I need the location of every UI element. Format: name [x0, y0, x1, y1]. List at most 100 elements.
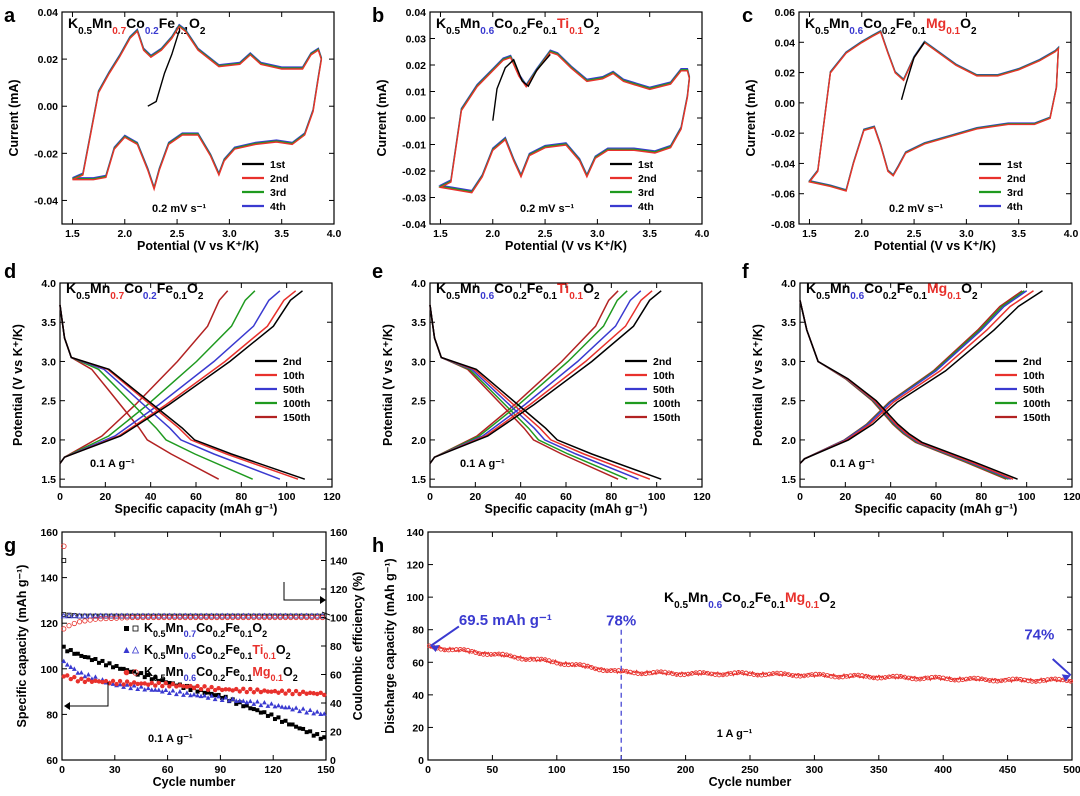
arrow-head [1061, 674, 1071, 682]
capacity-point [311, 691, 316, 696]
capacity-point [251, 707, 256, 712]
capacity-point [89, 658, 94, 663]
capacity-point [78, 670, 84, 675]
x-tick-label: 4.0 [1064, 228, 1079, 240]
x-tick-label: 60 [560, 491, 572, 503]
capacity-point [300, 689, 306, 695]
formula-part: 0.5 [76, 291, 90, 302]
x-tick-label: 3.5 [642, 228, 657, 240]
formula-part: Co [126, 15, 145, 31]
formula-part: 2 [972, 291, 978, 302]
capacity-point [265, 689, 271, 694]
y-tick-label: 0.02 [38, 54, 59, 66]
y-tick-label: 0.01 [406, 87, 427, 99]
y2-tick-label: 20 [330, 727, 342, 739]
y-tick-label: 2.0 [411, 435, 426, 447]
plot-frame [798, 11, 1072, 225]
ce-point [224, 614, 231, 621]
y-axis-label: Potential (V vs K⁺/K) [381, 324, 395, 446]
chart-panel-a: 1.5 2.0 2.5 3.0 3.5 4.0 -0.04 -0.02 0.00 0.02 0.04… [4, 5, 341, 253]
formula-part: 0.2 [143, 291, 157, 302]
formula-part: O [583, 15, 594, 31]
legend-label: 2nd [653, 356, 672, 368]
arrow-head [320, 596, 326, 604]
formula-part: 0.7 [112, 26, 126, 37]
discharge-curve [59, 304, 220, 480]
capacity-point [117, 682, 123, 687]
y-tick-label: 60 [412, 657, 424, 669]
capacity-point [142, 687, 148, 692]
x-tick-label: 40 [145, 491, 157, 503]
ce-point [98, 616, 104, 622]
capacity-point [71, 666, 77, 671]
formula-part: O [961, 280, 972, 296]
ce-point [77, 619, 83, 625]
formula-part: 0.1 [240, 651, 253, 661]
capacity-point [219, 687, 225, 693]
formula-part: Fe [527, 15, 544, 31]
x-tick-label: 100 [648, 491, 666, 503]
capacity-point [585, 663, 591, 669]
x-tick-label: 2.5 [170, 228, 185, 240]
ce-point [193, 614, 199, 621]
panel-letter: c [742, 5, 753, 27]
capacity-point [223, 695, 229, 700]
formula-part: K [806, 280, 816, 296]
formula-part: Mg [252, 665, 270, 679]
ce-point [129, 614, 135, 621]
capacity-point [212, 696, 218, 702]
rate-annotation: 0.2 mV s⁻¹ [152, 203, 206, 215]
chart-panel-h: 0 50 100 150 200 250 300 350 400 450 500 0 20 40 60 80 1… [372, 527, 1080, 789]
formula-part: Mn [688, 589, 708, 605]
capacity-point [181, 692, 186, 697]
y-tick-label: 2.5 [411, 396, 426, 408]
capacity-point [132, 669, 137, 674]
legend-label: 1st [1007, 159, 1023, 171]
ce-point [309, 614, 315, 621]
x-tick-label: 80 [975, 491, 987, 503]
capacity-point [216, 686, 221, 691]
formula-part: 0.2 [513, 26, 527, 37]
x-tick-label: 450 [999, 764, 1017, 776]
capacity-point [75, 651, 80, 656]
y-tick-label: -0.02 [402, 166, 426, 178]
capacity-point [146, 673, 151, 678]
panel-letter: e [372, 261, 383, 283]
capacity-point [241, 686, 246, 692]
capacity-point [279, 704, 285, 709]
legend-marker [123, 647, 130, 653]
y-tick-label: -0.02 [771, 128, 795, 140]
capacity-point [153, 675, 158, 680]
formula-part: Fe [225, 643, 240, 657]
ce-point [76, 612, 83, 619]
capacity-point [100, 658, 105, 663]
x-tick-label: 3.0 [222, 228, 237, 240]
formula-part: 2 [830, 600, 836, 611]
capacity-point [96, 660, 101, 665]
chart-panel-c: 1.5 2.0 2.5 3.0 3.5 4.0 -0.08 -0.06 -0.04 -0.02 0.… [742, 5, 1078, 253]
y-tick-label: 140 [406, 527, 424, 539]
formula-part: O [583, 280, 594, 296]
y2-tick-label: 80 [330, 641, 342, 653]
capacity-point [121, 666, 126, 671]
formula-part: 0.5 [78, 26, 92, 37]
legend-label: 10th [1023, 370, 1045, 382]
legend-label: 100th [283, 398, 310, 410]
arrow-head [430, 645, 440, 652]
capacity-point [287, 722, 292, 727]
x-tick-label: 100 [548, 764, 566, 776]
formula-part: K [68, 15, 78, 31]
x-tick-label: 80 [605, 491, 617, 503]
ce-point [245, 614, 252, 621]
capacity-point [290, 706, 295, 712]
capacity-point [244, 689, 249, 695]
capacity-point [149, 687, 155, 692]
capacity-point [311, 733, 316, 738]
formula-part: Mn [166, 621, 184, 635]
legend-label: 2nd [638, 173, 657, 185]
formula-part: Fe [225, 665, 240, 679]
series-line [72, 25, 323, 192]
rate-annotation: 0.1 A g⁻¹ [90, 458, 135, 470]
capacity-point [230, 688, 235, 693]
capacity-point [167, 680, 172, 685]
